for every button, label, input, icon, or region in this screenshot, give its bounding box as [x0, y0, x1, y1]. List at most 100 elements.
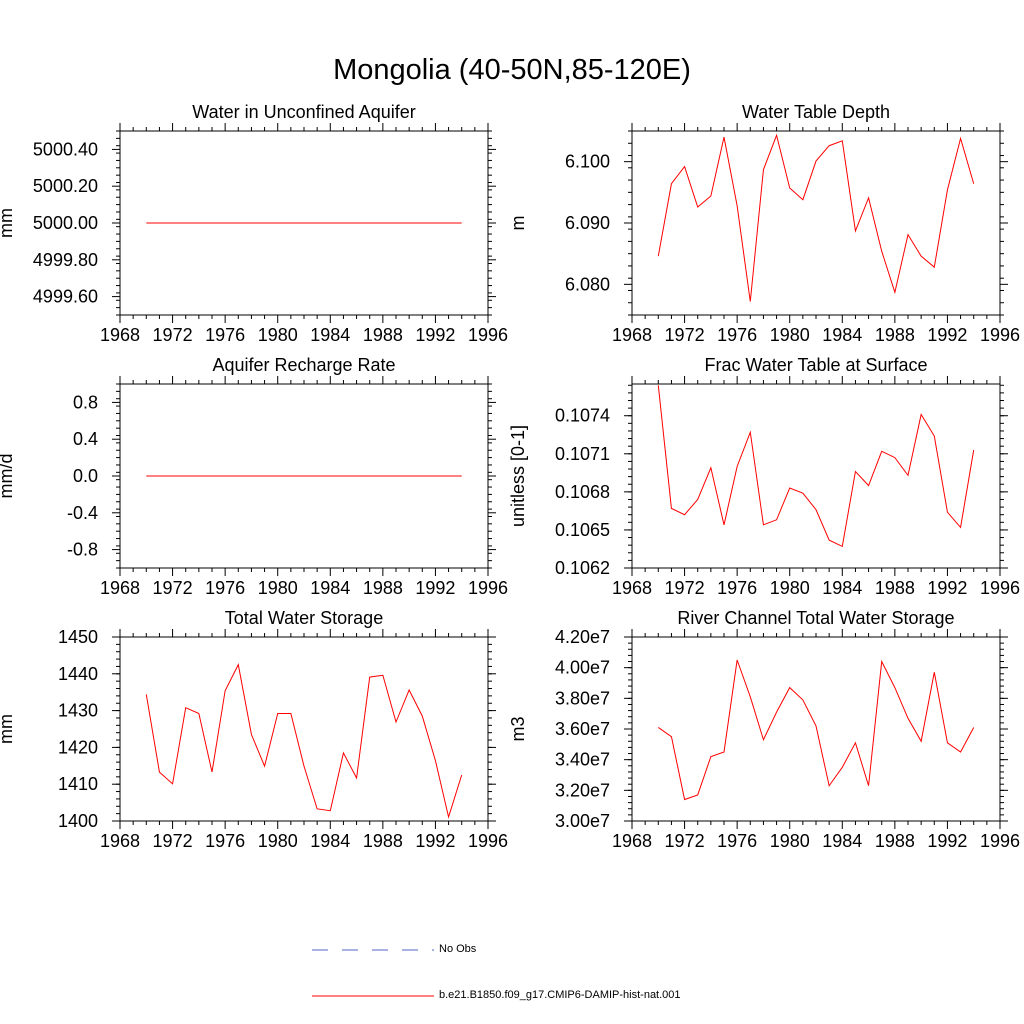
x-tick-label: 1980	[770, 325, 810, 345]
y-tick-label: 3.60e7	[555, 719, 610, 739]
x-tick-label: 1996	[980, 325, 1020, 345]
x-tick-label: 1968	[612, 831, 652, 851]
x-tick-label: 1980	[258, 325, 298, 345]
y-tick-label: 0.0	[73, 466, 98, 486]
x-tick-label: 1976	[717, 325, 757, 345]
y-tick-label: -0.8	[67, 540, 98, 560]
y-tick-label: 4999.60	[33, 287, 98, 307]
x-tick-label: 1980	[258, 578, 298, 598]
y-tick-label: 4.20e7	[555, 627, 610, 647]
y-tick-label: 0.1074	[555, 406, 610, 426]
x-tick-label: 1992	[415, 325, 455, 345]
y-tick-label: 1430	[58, 701, 98, 721]
y-tick-label: 1400	[58, 811, 98, 831]
x-tick-label: 1972	[665, 325, 705, 345]
y-tick-label: 0.1065	[555, 520, 610, 540]
y-tick-label: -0.4	[67, 503, 98, 523]
x-tick-label: 1992	[927, 578, 967, 598]
x-tick-label: 1996	[980, 578, 1020, 598]
y-tick-label: 3.20e7	[555, 780, 610, 800]
x-tick-label: 1976	[205, 325, 245, 345]
panel-title: Frac Water Table at Surface	[704, 355, 927, 375]
x-tick-label: 1992	[927, 831, 967, 851]
x-tick-label: 1980	[770, 831, 810, 851]
y-tick-label: 4.00e7	[555, 658, 610, 678]
x-tick-label: 1988	[363, 831, 403, 851]
chart-panel-3: Aquifer Recharge Rate mm/d 1968 1972 1976 198…	[0, 355, 508, 598]
x-tick-label: 1980	[770, 578, 810, 598]
y-tick-label: 3.80e7	[555, 688, 610, 708]
panel-title: Water in Unconfined Aquifer	[192, 102, 415, 122]
y-tick-label: 0.8	[73, 392, 98, 412]
x-tick-label: 1972	[153, 578, 193, 598]
legend-label-model: b.e21.B1850.f09_g17.CMIP6-DAMIP-hist-nat…	[439, 989, 681, 1001]
y-tick-label: 1420	[58, 737, 98, 757]
y-tick-label: 1440	[58, 664, 98, 684]
panel-title: Total Water Storage	[225, 608, 383, 628]
y-tick-label: 0.1071	[555, 444, 610, 464]
y-tick-label: 6.080	[565, 274, 610, 294]
x-tick-label: 1972	[665, 831, 705, 851]
x-tick-label: 1984	[822, 831, 862, 851]
x-tick-label: 1976	[205, 578, 245, 598]
x-tick-label: 1976	[205, 831, 245, 851]
x-tick-label: 1996	[980, 831, 1020, 851]
x-tick-label: 1972	[153, 325, 193, 345]
y-tick-label: 3.00e7	[555, 811, 610, 831]
x-tick-label: 1968	[100, 578, 140, 598]
y-tick-label: 5000.00	[33, 213, 98, 233]
y-axis-label: m3	[508, 716, 528, 741]
x-tick-label: 1996	[468, 325, 508, 345]
y-tick-label: 0.4	[73, 429, 98, 449]
x-tick-label: 1976	[717, 831, 757, 851]
x-tick-label: 1988	[875, 578, 915, 598]
x-tick-label: 1980	[258, 831, 298, 851]
x-tick-label: 1968	[100, 831, 140, 851]
y-axis-label: mm/d	[0, 454, 16, 499]
x-tick-label: 1984	[822, 325, 862, 345]
x-tick-label: 1984	[310, 325, 350, 345]
series-line	[657, 133, 975, 302]
legend-label-no-obs: No Obs	[439, 943, 477, 955]
x-tick-label: 1976	[717, 578, 757, 598]
x-tick-label: 1984	[310, 831, 350, 851]
y-tick-label: 6.100	[565, 152, 610, 172]
x-tick-label: 1968	[612, 325, 652, 345]
x-tick-label: 1968	[100, 325, 140, 345]
y-tick-label: 1450	[58, 627, 98, 647]
x-tick-label: 1988	[363, 578, 403, 598]
series-line	[658, 659, 975, 801]
x-tick-label: 1996	[468, 578, 508, 598]
panel-title: Aquifer Recharge Rate	[212, 355, 395, 375]
chart-panel-5: Total Water Storage mm 1968 1972 1976 1980 198…	[0, 608, 508, 851]
chart-panel-1: Water in Unconfined Aquifer mm 1968 1972 197…	[0, 102, 508, 345]
chart-panel-4: Frac Water Table at Surface unitless [0-1…	[508, 355, 1020, 598]
x-tick-label: 1988	[875, 325, 915, 345]
chart-panel-2: Water Table Depth m 1968 1972 1976 1980 1984 19…	[508, 102, 1020, 345]
series-line	[657, 385, 975, 548]
y-tick-label: 0.1068	[555, 482, 610, 502]
y-tick-label: 5000.20	[33, 176, 98, 196]
x-tick-label: 1968	[612, 578, 652, 598]
y-tick-label: 5000.40	[33, 139, 98, 159]
x-tick-label: 1988	[363, 325, 403, 345]
figure-title: Mongolia (40-50N,85-120E)	[333, 54, 691, 86]
x-tick-label: 1992	[927, 325, 967, 345]
x-tick-label: 1988	[875, 831, 915, 851]
x-tick-label: 1972	[153, 831, 193, 851]
x-tick-label: 1996	[468, 831, 508, 851]
y-tick-label: 4999.80	[33, 250, 98, 270]
x-tick-label: 1992	[415, 831, 455, 851]
x-tick-label: 1992	[415, 578, 455, 598]
series-line	[145, 663, 463, 819]
y-axis-label: mm	[0, 208, 16, 238]
x-tick-label: 1984	[822, 578, 862, 598]
panel-title: River Channel Total Water Storage	[677, 608, 954, 628]
x-tick-label: 1984	[310, 578, 350, 598]
y-tick-label: 3.40e7	[555, 750, 610, 770]
y-axis-label: m	[508, 216, 528, 231]
y-tick-label: 1410	[58, 774, 98, 794]
y-tick-label: 6.090	[565, 213, 610, 233]
